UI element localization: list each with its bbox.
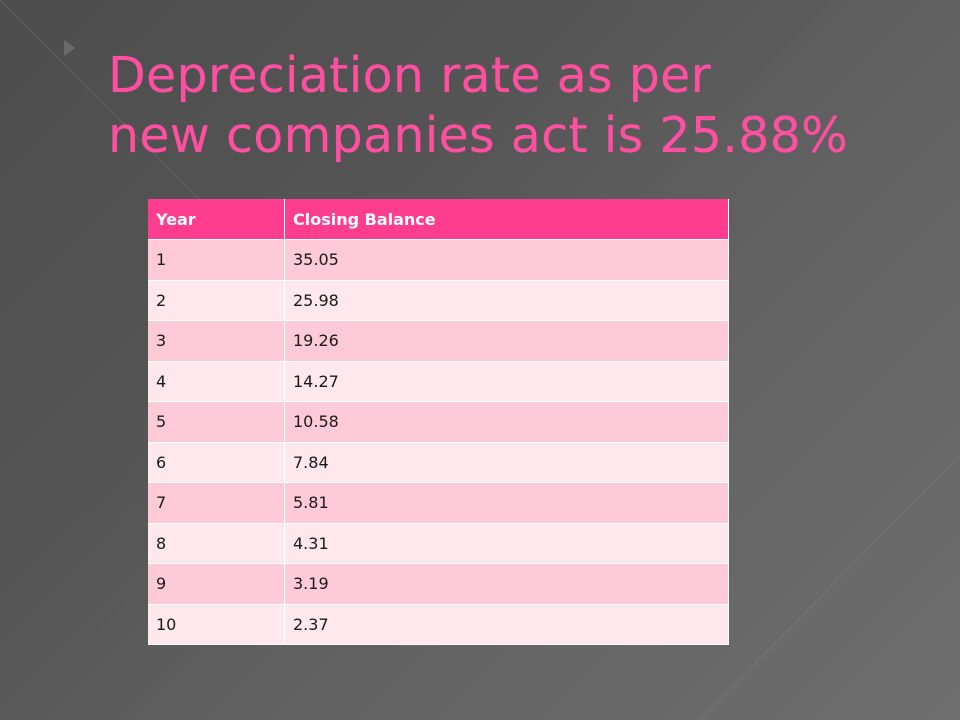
header-closing-balance: Closing Balance [284, 199, 729, 240]
cell-closing-balance: 10.58 [284, 401, 729, 443]
table-row: 9 3.19 [148, 563, 729, 605]
cell-closing-balance: 5.81 [284, 482, 729, 524]
slide-title-line-2: new companies act is 25.88% [108, 107, 848, 164]
cell-closing-balance: 7.84 [284, 442, 729, 483]
cell-year: 6 [148, 442, 285, 483]
cell-closing-balance: 4.31 [284, 523, 729, 564]
table-header-row: Year Closing Balance [148, 199, 729, 240]
cell-closing-balance: 3.19 [284, 563, 729, 605]
slide-title-line-1: Depreciation rate as per [108, 47, 712, 104]
cell-year: 1 [148, 239, 285, 281]
table-row: 3 19.26 [148, 320, 729, 362]
slide-title: Depreciation rate as per new companies a… [108, 46, 928, 166]
cell-closing-balance: 35.05 [284, 239, 729, 281]
cell-closing-balance: 14.27 [284, 361, 729, 402]
cell-year: 10 [148, 604, 285, 645]
closing-balance-table: Year Closing Balance 1 35.05 2 25.98 3 1… [148, 199, 729, 645]
cell-year: 7 [148, 482, 285, 524]
table-row: 8 4.31 [148, 523, 729, 564]
title-bullet-icon [64, 40, 75, 56]
table-row: 2 25.98 [148, 280, 729, 321]
cell-closing-balance: 19.26 [284, 320, 729, 362]
cell-year: 8 [148, 523, 285, 564]
header-year: Year [148, 199, 285, 240]
cell-year: 9 [148, 563, 285, 605]
cell-year: 4 [148, 361, 285, 402]
table-row: 5 10.58 [148, 401, 729, 443]
cell-year: 5 [148, 401, 285, 443]
table-row: 4 14.27 [148, 361, 729, 402]
cell-year: 3 [148, 320, 285, 362]
cell-closing-balance: 25.98 [284, 280, 729, 321]
table-row: 6 7.84 [148, 442, 729, 483]
table-row: 7 5.81 [148, 482, 729, 524]
cell-year: 2 [148, 280, 285, 321]
table-row: 1 35.05 [148, 239, 729, 281]
cell-closing-balance: 2.37 [284, 604, 729, 645]
table-row: 10 2.37 [148, 604, 729, 645]
